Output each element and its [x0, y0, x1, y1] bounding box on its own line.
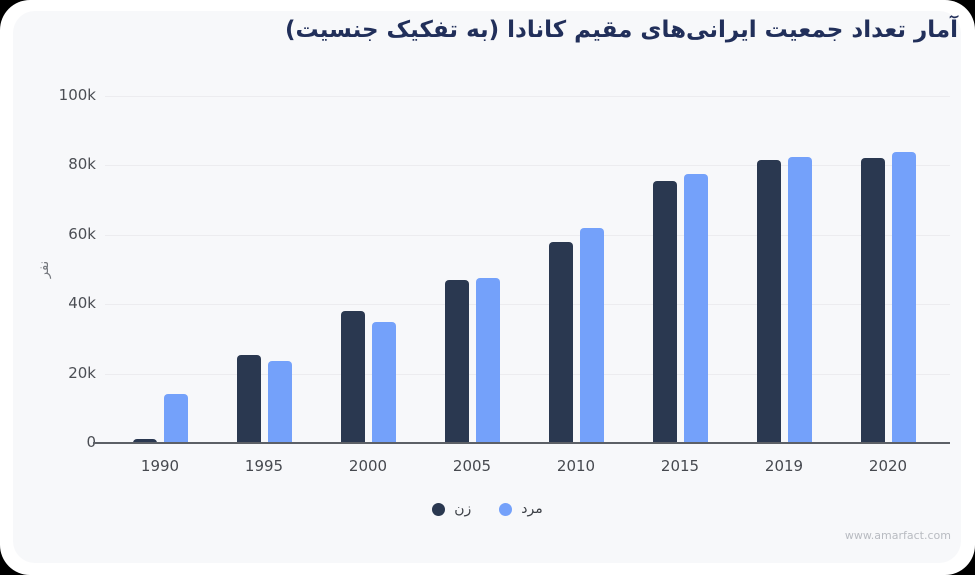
y-axis-title-text: نفر: [37, 260, 53, 278]
x-axis-line: [105, 442, 950, 444]
x-tick-label: 2019: [764, 457, 804, 475]
bar-2000-men: [371, 321, 396, 443]
bar-2015-women: [652, 181, 677, 443]
bar-2005-men: [475, 278, 500, 443]
bar-2010-men: [579, 227, 604, 443]
zero-tick-mark: [93, 442, 105, 444]
x-tick-label: 2010: [556, 457, 596, 475]
bar-1995-men: [267, 361, 292, 443]
chart-title: آمار تعداد جمعیت ایرانی‌های مقیم کانادا …: [284, 17, 958, 43]
bar-2005-women: [444, 279, 469, 443]
gridline: [105, 96, 950, 97]
bar-2000-women: [340, 311, 365, 443]
x-tick-label: 2020: [868, 457, 908, 475]
bar-2019-men: [787, 156, 812, 443]
bar-1990-women: [132, 438, 157, 443]
x-tick-label: 2000: [348, 457, 388, 475]
legend-dot-icon: [432, 502, 446, 516]
y-tick-label: 20k: [68, 363, 96, 382]
watermark-link[interactable]: www.amarfact.com: [844, 529, 951, 542]
legend-dot-icon: [499, 502, 513, 516]
x-tick-label: 2015: [660, 457, 700, 475]
y-axis-title: نفر: [28, 252, 62, 286]
legend: زن مرد: [0, 501, 975, 517]
y-tick-label: 0: [86, 433, 96, 451]
gridline: [105, 165, 950, 167]
legend-item-men[interactable]: مرد: [499, 501, 543, 517]
x-tick-label: 2005: [452, 457, 492, 475]
legend-label: مرد: [521, 501, 543, 517]
bar-2019-women: [756, 160, 781, 443]
bar-2015-men: [683, 174, 708, 443]
bar-2020-women: [860, 158, 885, 443]
y-tick-label: 40k: [68, 294, 96, 313]
y-tick-label: 80k: [68, 155, 96, 174]
legend-label: زن: [454, 501, 472, 517]
y-tick-label: 60k: [68, 224, 96, 243]
bar-1990-men: [163, 394, 188, 443]
legend-item-women[interactable]: زن: [432, 501, 471, 517]
x-tick-label: 1995: [244, 457, 284, 475]
x-tick-label: 1990: [140, 457, 180, 475]
bar-1995-women: [236, 354, 261, 443]
gridline: [105, 234, 950, 236]
bar-2010-women: [548, 241, 573, 443]
y-tick-label: 100k: [58, 86, 96, 104]
gridline: [105, 373, 950, 375]
gridline: [105, 304, 950, 306]
bar-2020-men: [891, 151, 916, 443]
